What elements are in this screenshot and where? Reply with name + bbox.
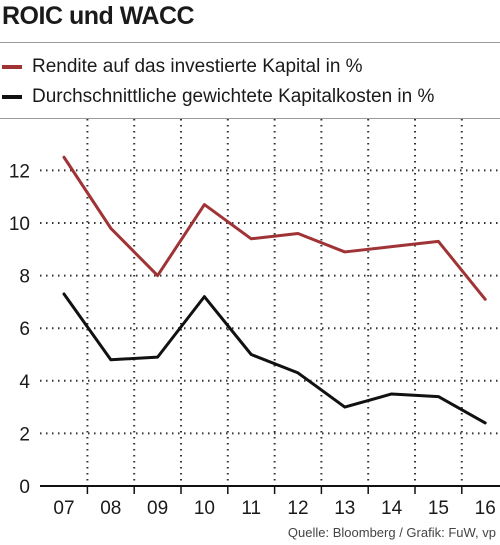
x-tick-label: 10 xyxy=(194,498,215,519)
y-tick-label: 6 xyxy=(19,319,30,340)
legend-label-roic: Rendite auf das investierte Kapital in % xyxy=(32,56,363,77)
source-note: Quelle: Bloomberg / Grafik: FuW, vp xyxy=(287,525,496,540)
legend-item-wacc: Durchschnittliche gewichtete Kapitalkost… xyxy=(2,82,434,112)
legend-swatch-roic xyxy=(2,65,22,69)
x-tick-label: 08 xyxy=(100,498,121,519)
chart-title: ROIC und WACC xyxy=(2,2,195,30)
legend-item-roic: Rendite auf das investierte Kapital in % xyxy=(2,52,434,82)
x-tick-label: 12 xyxy=(287,498,308,519)
y-tick-label: 2 xyxy=(19,424,30,445)
legend-label-wacc: Durchschnittliche gewichtete Kapitalkost… xyxy=(32,86,435,107)
legend-divider xyxy=(0,118,500,119)
y-tick-label: 0 xyxy=(19,477,30,498)
x-tick-label: 11 xyxy=(241,498,261,519)
x-tick-label: 14 xyxy=(381,498,403,519)
x-tick-label: 15 xyxy=(428,498,449,519)
x-tick-label: 07 xyxy=(53,498,74,519)
y-tick-label: 12 xyxy=(9,161,30,182)
x-tick-label: 13 xyxy=(334,498,355,519)
x-tick-label: 09 xyxy=(147,498,168,519)
y-tick-label: 10 xyxy=(9,214,30,235)
wacc-line xyxy=(62,292,487,425)
y-tick-label: 8 xyxy=(19,267,30,288)
legend-swatch-wacc xyxy=(2,95,22,99)
title-divider xyxy=(0,42,500,43)
y-tick-label: 4 xyxy=(19,372,30,393)
x-tick-label: 16 xyxy=(475,498,496,519)
legend: Rendite auf das investierte Kapital in %… xyxy=(2,52,434,112)
roic-line xyxy=(62,155,487,301)
